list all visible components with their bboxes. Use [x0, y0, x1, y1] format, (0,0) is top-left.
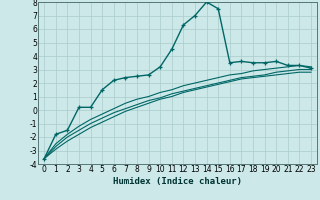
- X-axis label: Humidex (Indice chaleur): Humidex (Indice chaleur): [113, 177, 242, 186]
